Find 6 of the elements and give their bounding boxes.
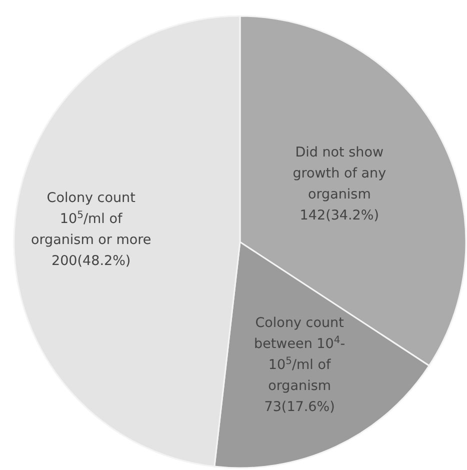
- data-label: 200(48.2%): [51, 253, 131, 270]
- data-label: 73(17.6%): [264, 398, 335, 415]
- category-label: Colony count between 10$^{4}$- 10$^{5}$/ml of organism: [254, 314, 346, 394]
- slice-label: Did not show growth of any organism: [292, 144, 386, 203]
- data-label: 142(34.2%): [300, 208, 379, 224]
- slice-label: Colony count 10$^{5}$/ml of organism or more: [30, 190, 152, 248]
